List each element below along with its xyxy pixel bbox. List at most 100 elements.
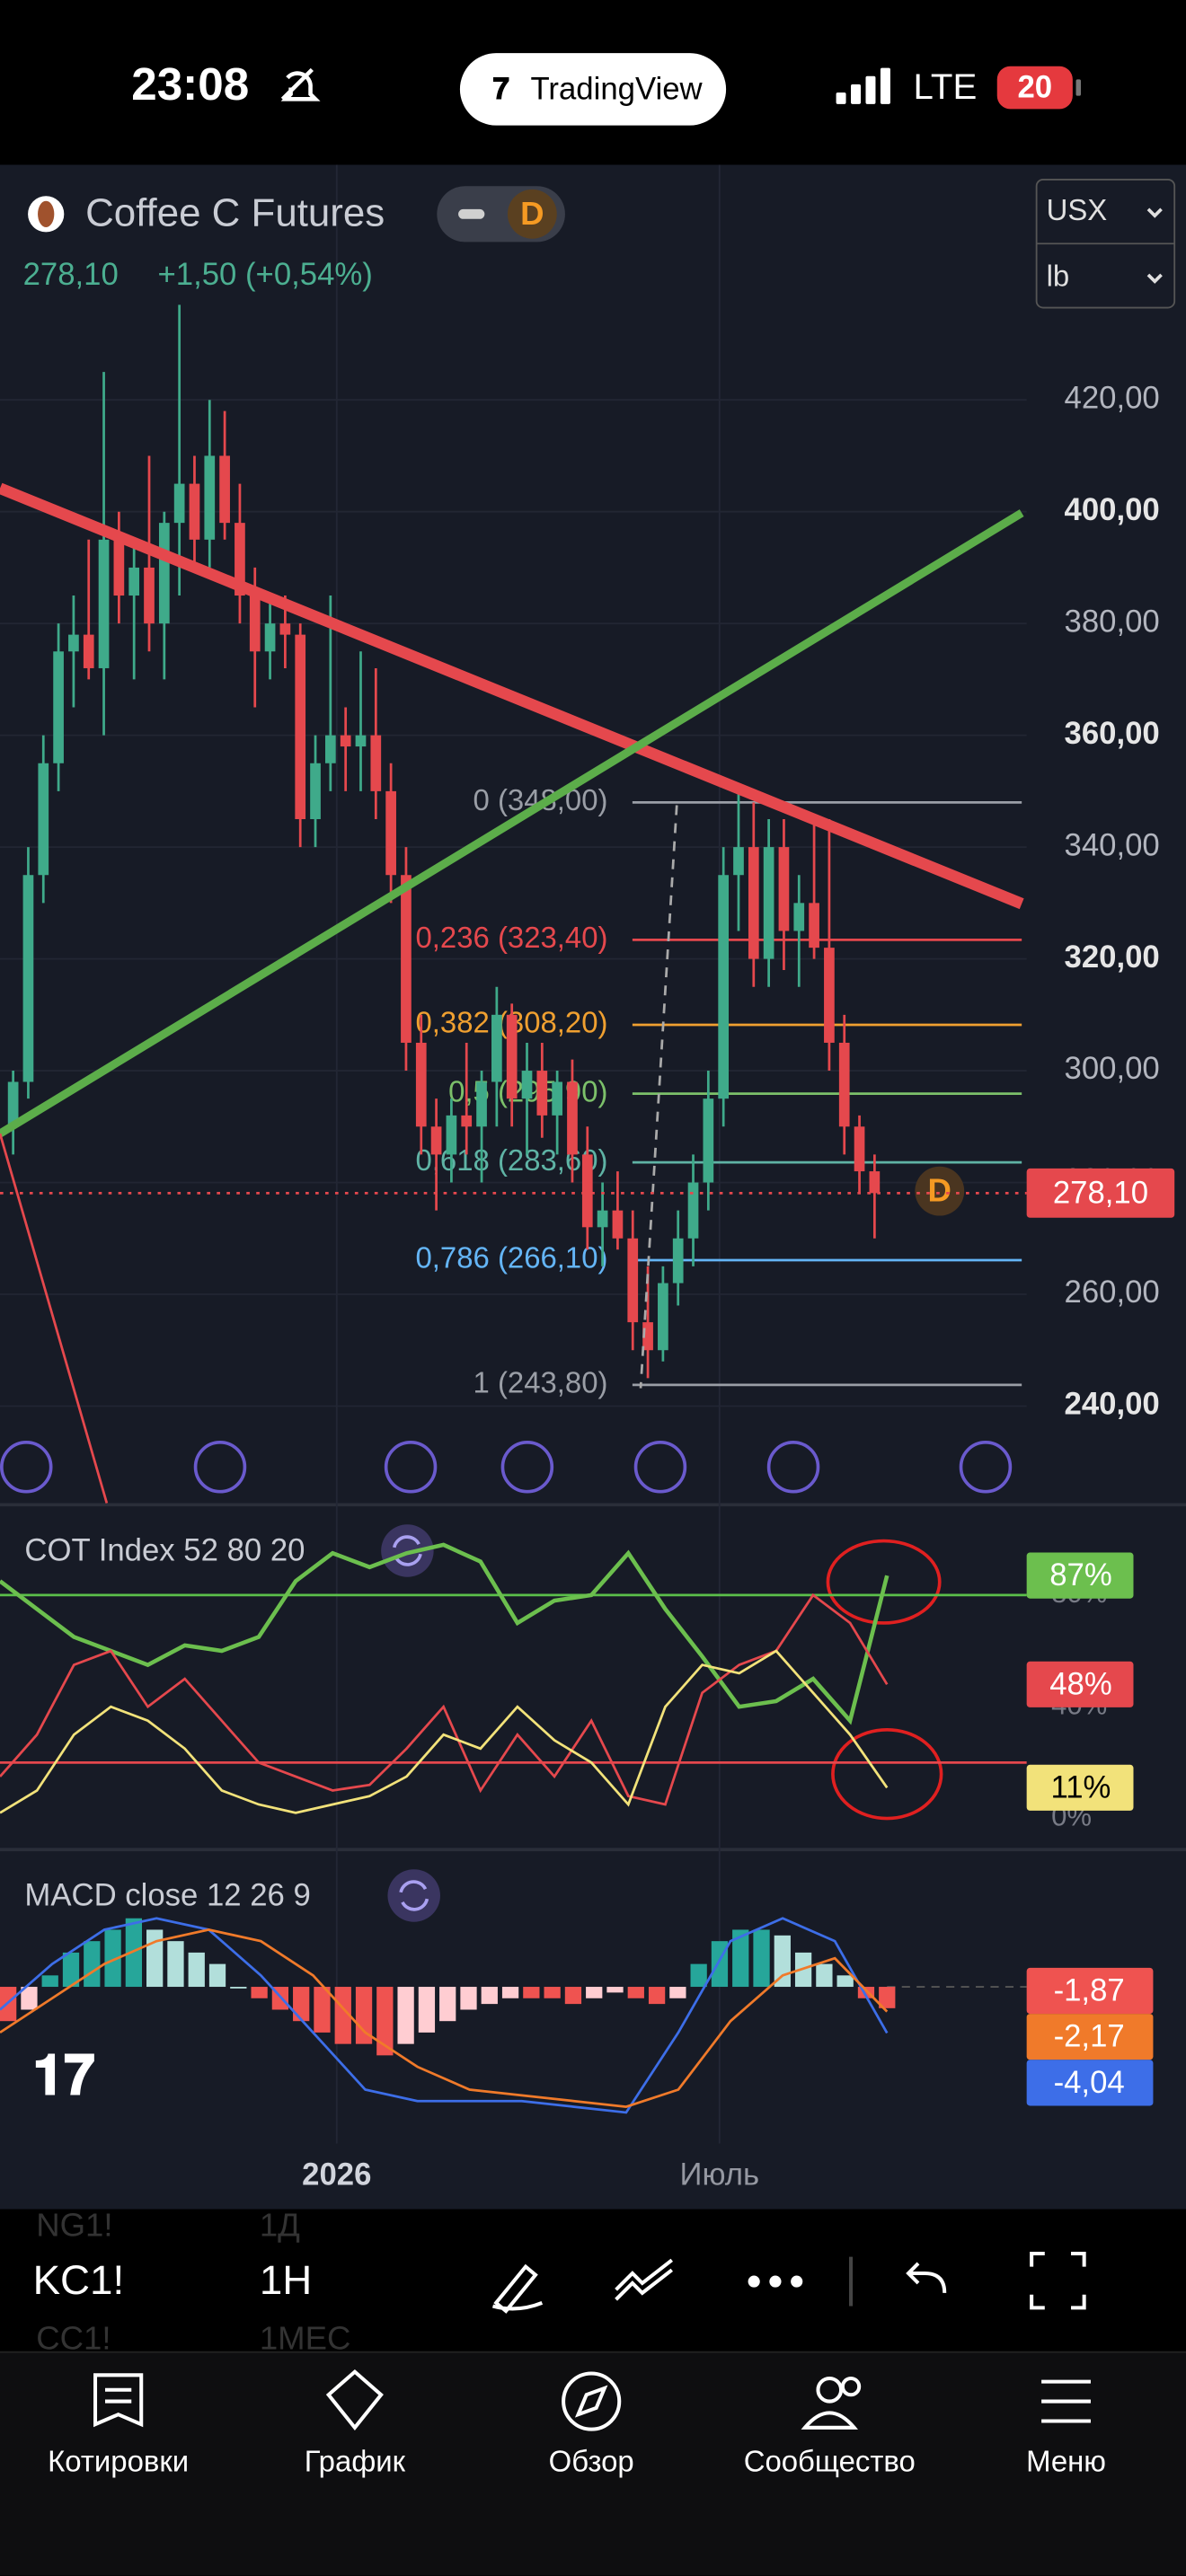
candle-body — [597, 1210, 608, 1228]
macd-histogram-bar — [606, 1987, 624, 1993]
candle-body — [536, 1071, 548, 1116]
macd-histogram-bar — [397, 1987, 414, 2044]
indicator-settings[interactable] — [387, 1869, 440, 1922]
candle-body — [68, 634, 79, 652]
macd-histogram-bar — [62, 1952, 80, 1988]
fib-trend — [639, 805, 678, 1389]
candle-body — [83, 634, 94, 668]
candle-body — [310, 763, 321, 819]
fib-label: 0,618 (283,60) — [416, 1143, 608, 1177]
toolbar-symbol[interactable]: KC1! — [33, 2257, 125, 2303]
candle-body — [53, 651, 64, 763]
macd-value-badge — [1026, 2014, 1154, 2060]
candle-body — [446, 1115, 457, 1155]
macd-histogram-bar — [41, 1975, 58, 1988]
macd-value-badge — [1026, 2060, 1154, 2106]
silent-icon — [280, 67, 321, 101]
last-price-label: 278,10 — [1053, 1176, 1148, 1210]
macd-histogram-bar — [230, 1987, 247, 1989]
macd-histogram-bar — [586, 1987, 603, 1998]
market-status-icon — [458, 208, 485, 219]
quote-price: 278,10 — [23, 258, 119, 292]
macd-histogram-bar — [460, 1987, 477, 2010]
candle-body — [612, 1210, 624, 1239]
candle-body — [235, 523, 245, 596]
candle-body — [869, 1171, 881, 1194]
macd-histogram-bar — [125, 1918, 143, 1988]
macd-value-label: -4,04 — [1054, 2066, 1125, 2100]
candle-body — [854, 1126, 865, 1172]
candle-body — [128, 567, 140, 596]
indicator-settings[interactable] — [381, 1524, 434, 1577]
macd-line — [0, 1928, 889, 2108]
cot-title: COT Index 52 80 20 — [24, 1534, 305, 1568]
cot-value-badge — [1026, 1661, 1134, 1707]
toolbar-interval[interactable]: 1H — [260, 2257, 312, 2303]
candle-body — [672, 1238, 684, 1284]
candle-body — [476, 1081, 487, 1127]
macd-histogram-bar — [208, 1963, 226, 1988]
macd-histogram-bar — [251, 1987, 268, 1998]
macd-histogram-bar — [293, 1987, 310, 2022]
candle-body — [355, 735, 367, 747]
toolbar-icons[interactable] — [491, 2252, 1086, 2314]
macd-histogram-bar — [648, 1987, 666, 2005]
macd-histogram-bar — [355, 1987, 373, 2044]
nav-label[interactable]: График — [305, 2445, 406, 2478]
battery — [996, 66, 1073, 110]
nav-label[interactable]: Меню — [1026, 2445, 1106, 2478]
candle-body — [249, 595, 261, 652]
app-pill[interactable] — [459, 53, 727, 126]
candle-body — [838, 1042, 850, 1127]
macd-histogram-bar — [544, 1987, 561, 1998]
dividend-marker[interactable] — [915, 1166, 965, 1216]
cot-value-label: 48% — [1049, 1667, 1112, 1701]
currency[interactable]: USX — [1047, 193, 1108, 226]
y-tick-label: 260,00 — [1065, 1275, 1160, 1310]
macd-title: MACD close 12 26 9 — [24, 1878, 310, 1912]
interval-badge-text: D — [520, 195, 544, 232]
ghost-symbol: NG1! — [36, 2206, 112, 2243]
candle-body — [521, 1071, 533, 1099]
unit[interactable]: lb — [1047, 259, 1070, 292]
macd-histogram-bar — [439, 1987, 456, 2022]
candle-body — [98, 539, 110, 668]
candle-body — [824, 948, 835, 1043]
y-tick-label: 360,00 — [1065, 717, 1160, 751]
cot-value-badge — [1026, 1764, 1134, 1811]
macd-histogram-bar — [690, 1963, 707, 1988]
quote-change: +1,50 (+0,54%) — [158, 258, 373, 292]
battery-cap — [1075, 79, 1081, 96]
macd-histogram-bar — [564, 1987, 582, 2005]
candle-body — [219, 455, 230, 524]
candle-body — [491, 1014, 502, 1082]
candle-body — [279, 623, 291, 635]
symbol-name[interactable]: Coffee C Futures — [85, 191, 385, 235]
candle-body — [370, 735, 382, 791]
candle-body — [461, 1115, 473, 1127]
last-price-badge — [1026, 1168, 1175, 1218]
macd-histogram-bar — [21, 1987, 38, 2010]
candle-body — [703, 1098, 714, 1183]
nav-labels: Котировки График Обзор Сообщество Меню — [48, 2445, 1106, 2478]
macd-value-label: -1,87 — [1054, 1973, 1125, 2007]
nav-label[interactable]: Обзор — [549, 2445, 634, 2478]
annotation-circle — [826, 1539, 942, 1625]
candle-body — [809, 903, 819, 948]
y-tick-label: 380,00 — [1065, 604, 1160, 639]
macd-histogram-bar — [376, 1987, 394, 2056]
nav-label[interactable]: Сообщество — [744, 2445, 916, 2478]
nav-icons[interactable] — [93, 2369, 1091, 2431]
candle-body — [295, 634, 306, 819]
macd-histogram-bar — [523, 1987, 540, 1998]
y-tick-label: 400,00 — [1065, 493, 1160, 527]
x-tick-label: Июль — [679, 2157, 759, 2192]
chevron — [1146, 207, 1163, 284]
event-markers — [0, 1441, 1013, 1494]
macd-histogram-bar — [501, 1987, 519, 1998]
nav-label[interactable]: Котировки — [48, 2445, 189, 2478]
cot-line — [0, 1649, 889, 1814]
x-tick-label: 2026 — [302, 2157, 371, 2192]
candle-body — [173, 483, 185, 524]
fib-label: 0,786 (266,10) — [416, 1241, 608, 1275]
